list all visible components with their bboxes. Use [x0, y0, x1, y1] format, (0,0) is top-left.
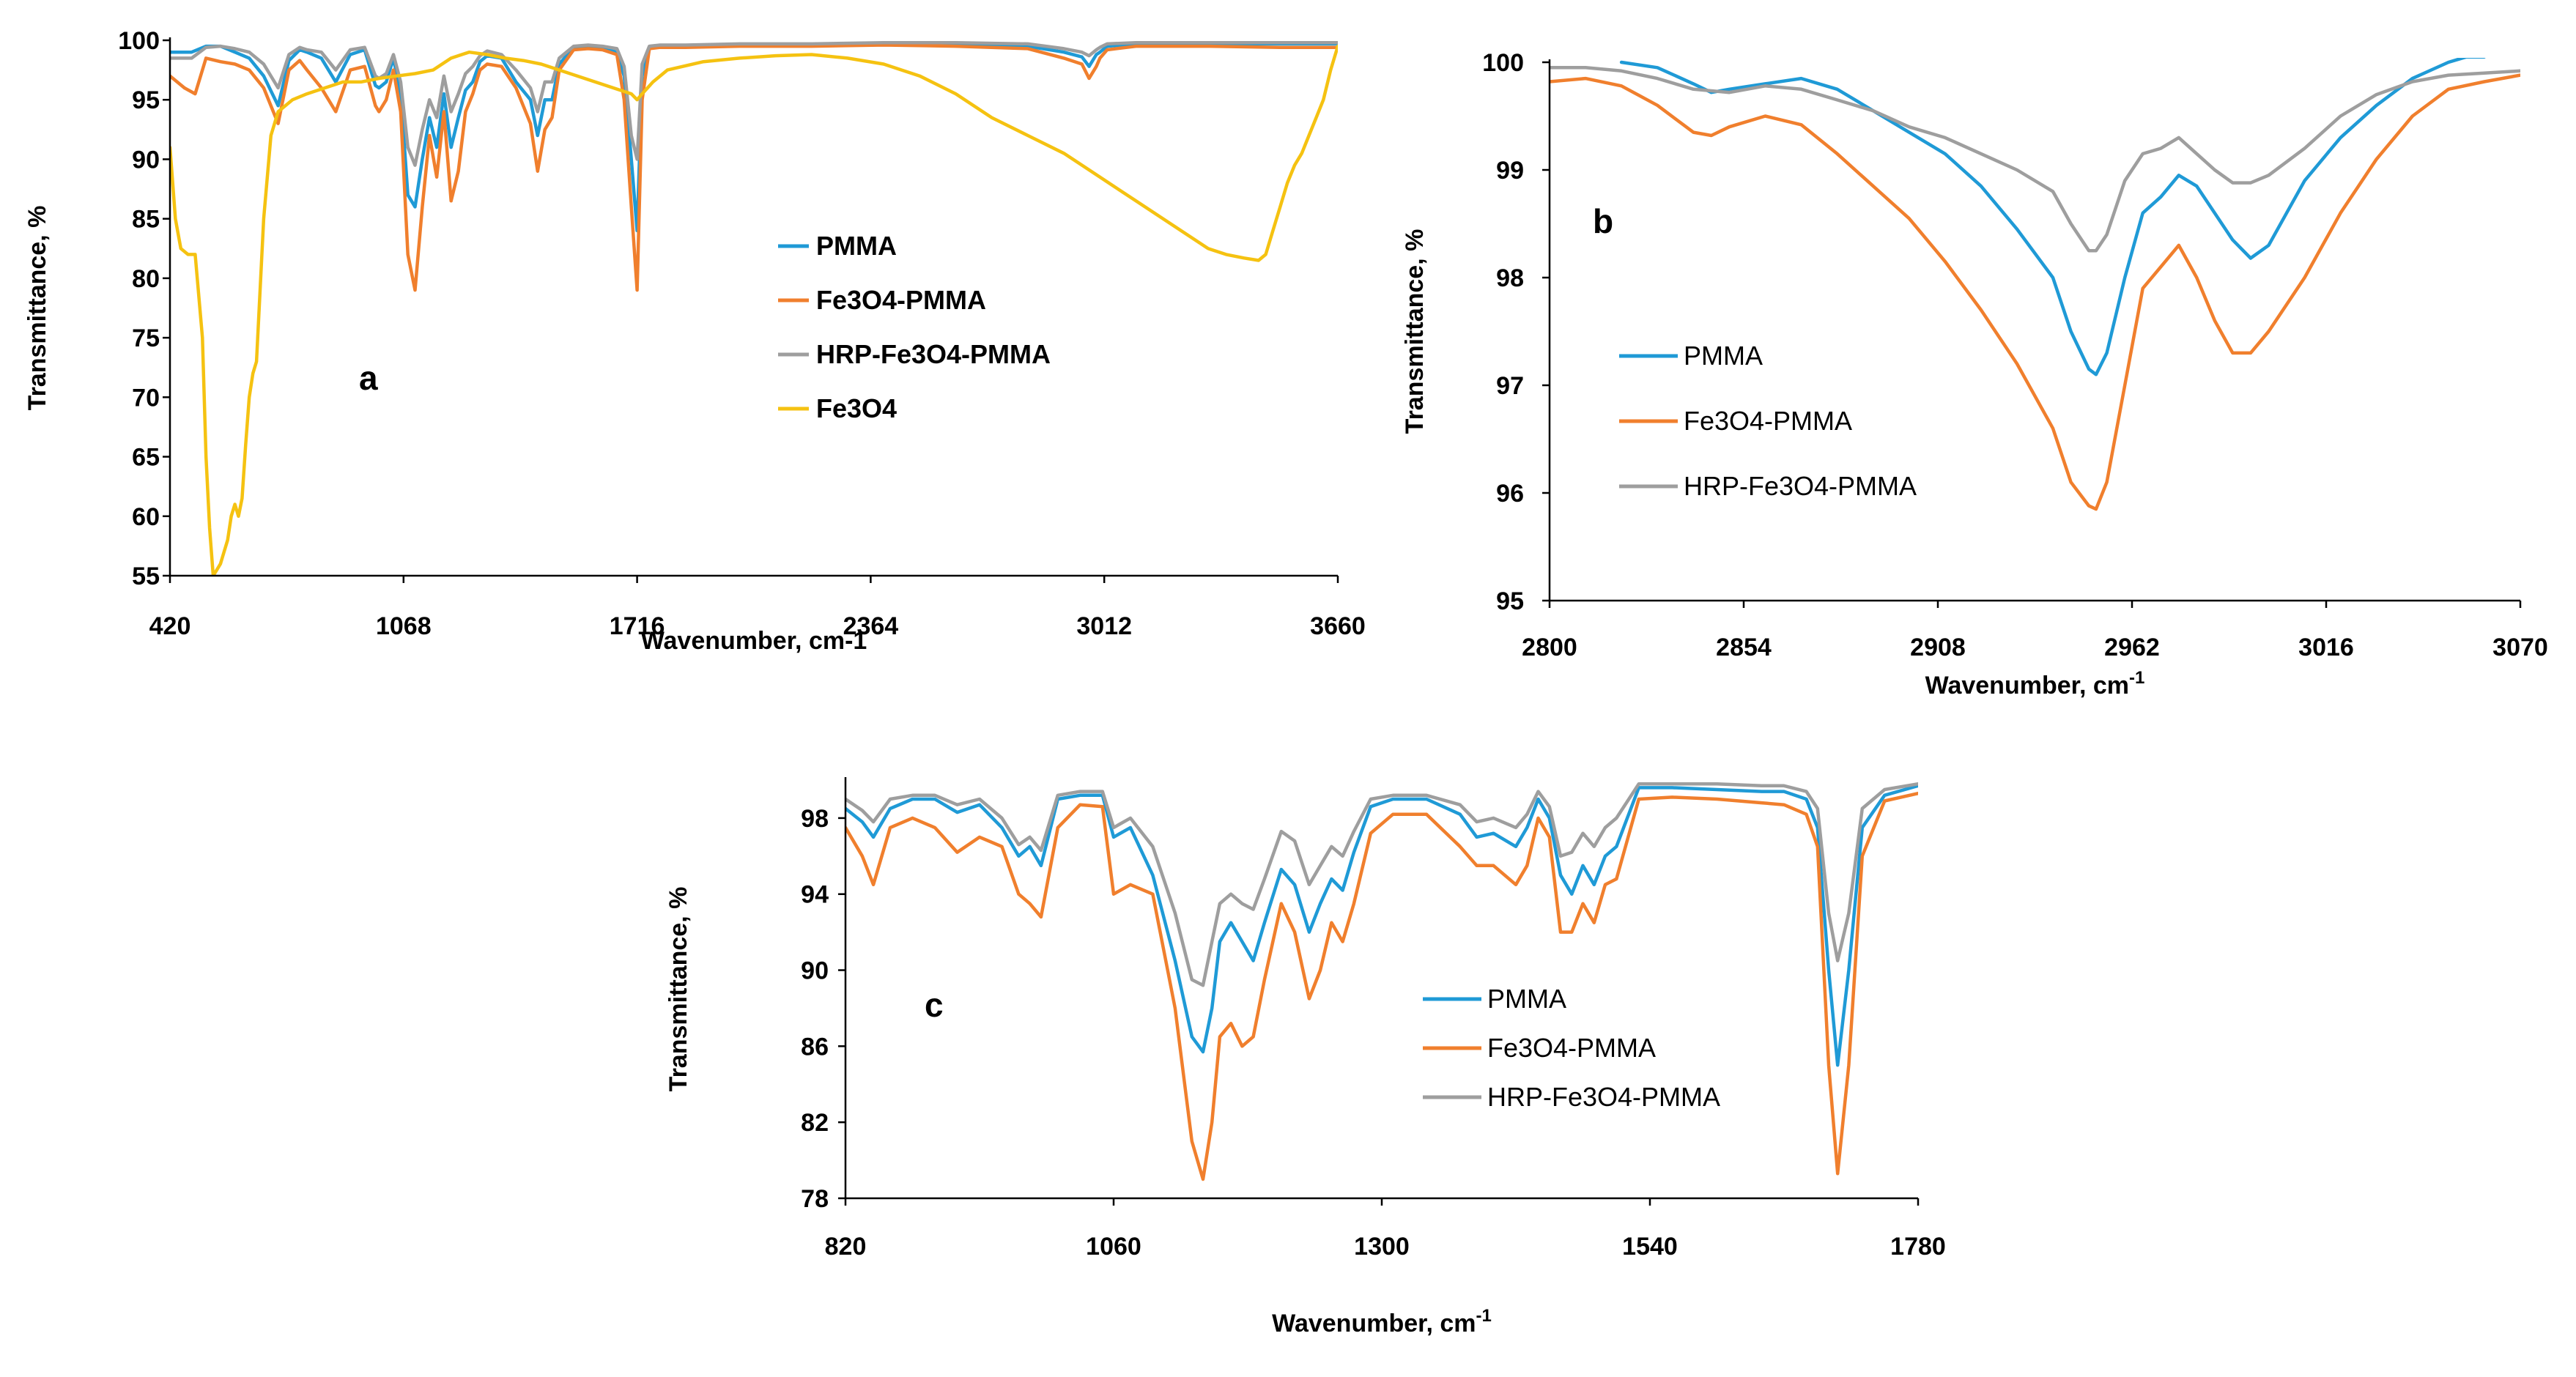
- series-line-hrp-fe3o4-pmma: [170, 40, 1338, 167]
- x-tick-label: 3660: [1310, 612, 1366, 640]
- legend-label: Fe3O4-PMMA: [1487, 1033, 1656, 1063]
- x-axis-label: Wavenumber, cm-1: [1925, 668, 2145, 699]
- series-line-fe3o4-pmma: [845, 791, 1918, 1181]
- y-tick-label: 98: [1496, 264, 1524, 292]
- y-tick-label: 90: [801, 957, 829, 985]
- legend-label: Fe3O4: [816, 393, 897, 423]
- legend-label: PMMA: [816, 231, 897, 261]
- legend-label: Fe3O4-PMMA: [1684, 406, 1852, 436]
- legend-label: PMMA: [1487, 984, 1566, 1014]
- panel-letter: b: [1593, 202, 1613, 240]
- y-tick-label: 94: [801, 881, 829, 909]
- y-tick-label: 80: [132, 265, 160, 293]
- series-line-fe3o4: [170, 44, 1338, 576]
- x-axis-label: Wavenumber, cm-1: [641, 627, 867, 655]
- y-tick-label: 98: [801, 805, 829, 833]
- series-line-fe3o4-pmma: [170, 43, 1338, 292]
- y-tick-label: 95: [132, 86, 160, 114]
- y-tick-label: 97: [1496, 372, 1524, 400]
- legend-label: HRP-Fe3O4-PMMA: [816, 339, 1051, 369]
- series-line-pmma: [845, 784, 1918, 1067]
- panel-letter: a: [359, 359, 378, 397]
- y-tick-label: 85: [132, 206, 160, 234]
- legend: PMMA Fe3O4-PMMA HRP-Fe3O4-PMMA Fe3O4: [778, 231, 1051, 423]
- legend-label: HRP-Fe3O4-PMMA: [1487, 1082, 1720, 1112]
- y-tick-label: 70: [132, 384, 160, 412]
- x-tick-label: 1068: [376, 612, 432, 640]
- x-tick-label: 3016: [2298, 634, 2354, 661]
- x-tick-label: 3070: [2492, 634, 2548, 661]
- panel-c: 820 1060 1300 1540 1780 78 82 86 90 94 98 Wavenumbe…: [665, 777, 1946, 1337]
- legend-label: Fe3O4-PMMA: [816, 285, 986, 315]
- x-tick-label: 420: [149, 612, 191, 640]
- legend-label: PMMA: [1684, 341, 1763, 371]
- y-axis-label: Transmittance, %: [23, 206, 51, 411]
- x-tick-label: 2854: [1716, 634, 1772, 661]
- x-tick-label: 2364: [843, 612, 899, 640]
- y-tick-label: 75: [132, 324, 160, 352]
- x-tick-label: 2962: [2104, 634, 2160, 661]
- x-tick-label: 1540: [1622, 1233, 1678, 1261]
- panel-a: 420 1068 1716 2364 3012 3660 55 60 65 70 75 80 85 90 9…: [23, 27, 1366, 655]
- y-tick-label: 100: [1482, 49, 1524, 77]
- legend: PMMA Fe3O4-PMMA HRP-Fe3O4-PMMA: [1423, 984, 1720, 1112]
- y-tick-label: 100: [118, 27, 160, 55]
- x-tick-label: 2800: [1522, 634, 1577, 661]
- series-line-pmma: [1619, 58, 2486, 376]
- x-tick-label: 3012: [1076, 612, 1132, 640]
- y-tick-label: 82: [801, 1109, 829, 1137]
- x-tick-label: 2908: [1910, 634, 1966, 661]
- legend-label: HRP-Fe3O4-PMMA: [1684, 471, 1917, 501]
- x-tick-label: 1060: [1086, 1233, 1141, 1261]
- x-tick-label: 820: [825, 1233, 867, 1261]
- y-tick-label: 96: [1496, 480, 1524, 508]
- y-tick-label: 95: [1496, 587, 1524, 615]
- y-tick-label: 55: [132, 563, 160, 590]
- x-tick-label: 1780: [1890, 1233, 1946, 1261]
- y-tick-label: 65: [132, 444, 160, 472]
- x-axis-label: Wavenumber, cm-1: [1272, 1306, 1492, 1337]
- y-tick-label: 78: [801, 1185, 829, 1213]
- series-line-hrp-fe3o4-pmma: [845, 782, 1918, 987]
- series-line-hrp-fe3o4-pmma: [1550, 66, 2520, 253]
- series-line-pmma: [170, 42, 1338, 233]
- x-tick-label: 1716: [610, 612, 665, 640]
- y-tick-label: 60: [132, 503, 160, 531]
- y-tick-label: 86: [801, 1033, 829, 1061]
- panel-b: 2800 2854 2908 2962 3016 3070 95 96 97 98 99 100 Wav…: [1401, 49, 2548, 699]
- x-tick-label: 1300: [1354, 1233, 1410, 1261]
- y-tick-label: 99: [1496, 157, 1524, 185]
- y-tick-label: 90: [132, 146, 160, 174]
- y-axis-label: Transmittance, %: [1401, 229, 1429, 434]
- panel-letter: c: [925, 986, 944, 1024]
- y-axis-label: Transmittance, %: [665, 887, 692, 1092]
- legend: PMMA Fe3O4-PMMA HRP-Fe3O4-PMMA: [1619, 341, 1917, 501]
- series-line-fe3o4-pmma: [1550, 73, 2520, 511]
